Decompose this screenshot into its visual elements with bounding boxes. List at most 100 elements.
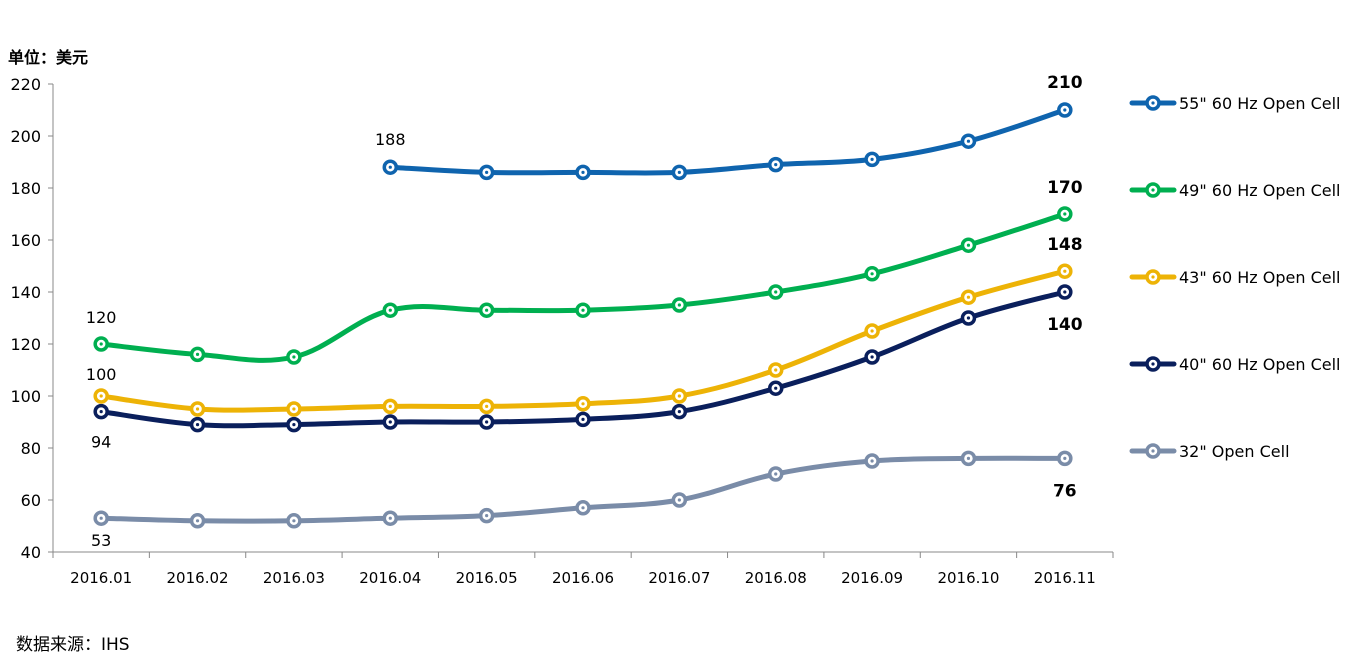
data-point-center [99, 516, 103, 520]
data-point-center [677, 303, 681, 307]
data-point-center [581, 506, 585, 510]
y-tick-label: 160 [10, 231, 41, 250]
legend-marker-center [1151, 188, 1155, 192]
series-line [98, 268, 1068, 413]
chart-legend: 55" 60 Hz Open Cell 49" 60 Hz Open Cell 43… [1129, 94, 1341, 461]
data-point-center [292, 519, 296, 523]
data-point-center [292, 355, 296, 359]
legend-label: 40" 60 Hz Open Cell [1179, 355, 1341, 374]
data-point-center [774, 472, 778, 476]
data-label: 210 [1047, 73, 1083, 93]
x-tick-label: 2016.08 [745, 569, 807, 587]
data-point-center [581, 170, 585, 174]
data-point-center [388, 308, 392, 312]
data-label: 170 [1047, 178, 1083, 198]
data-point-center [966, 295, 971, 299]
data-point-center [677, 410, 681, 414]
data-point-center [99, 410, 103, 414]
legend-label: 43" 60 Hz Open Cell [1179, 268, 1341, 287]
data-point-center [1063, 108, 1067, 112]
x-tick-label: 2016.05 [456, 569, 518, 587]
data-point-center [388, 420, 392, 424]
y-tick-label: 140 [10, 283, 41, 302]
legend-marker-center [1151, 449, 1155, 453]
data-point-center [195, 423, 200, 427]
legend-marker-center [1151, 275, 1155, 279]
data-point-center [99, 342, 103, 346]
data-point-center [966, 456, 971, 460]
data-point-center [195, 407, 200, 411]
data-point-center [677, 170, 681, 174]
data-point-center [99, 394, 103, 398]
data-point-center [195, 519, 200, 523]
x-tick-label: 2016.06 [552, 569, 614, 587]
data-point-center [677, 498, 681, 502]
data-source-note: 数据来源：IHS [16, 635, 130, 655]
data-point-center [581, 417, 585, 421]
data-point-center [677, 394, 681, 398]
data-point-center [870, 157, 874, 161]
x-tick-label: 2016.03 [263, 569, 325, 587]
legend-label: 55" 60 Hz Open Cell [1179, 94, 1341, 113]
data-point-center [485, 514, 489, 518]
data-point-center [966, 139, 971, 143]
y-tick-label: 180 [10, 179, 41, 198]
x-tick-label: 2016.07 [648, 569, 710, 587]
legend-label: 49" 60 Hz Open Cell [1179, 181, 1341, 200]
data-label: 100 [86, 365, 117, 384]
data-point-center [774, 163, 778, 167]
data-point-center [292, 407, 296, 411]
y-tick-label: 60 [21, 491, 41, 510]
data-point-center [870, 329, 874, 333]
data-point-center [1063, 212, 1067, 216]
y-tick-label: 80 [21, 439, 41, 458]
y-tick-label: 100 [10, 387, 41, 406]
data-point-center [485, 308, 489, 312]
data-point-center [388, 404, 392, 408]
series-points [93, 102, 1073, 529]
data-point-center [485, 170, 489, 174]
data-label: 76 [1053, 481, 1077, 501]
data-point-center [870, 355, 874, 359]
legend-marker-center [1151, 101, 1155, 105]
data-point-center [774, 386, 778, 390]
data-point-center [1063, 456, 1067, 460]
data-label: 148 [1047, 235, 1083, 255]
data-point-center [485, 404, 489, 408]
data-point-center [966, 243, 971, 247]
legend-label: 32" Open Cell [1179, 442, 1290, 461]
data-point-center [966, 316, 971, 320]
data-point-center [195, 352, 200, 356]
data-point-center [1063, 269, 1067, 273]
x-tick-label: 2016.04 [359, 569, 421, 587]
data-label: 94 [91, 433, 111, 452]
data-label: 188 [375, 130, 406, 149]
data-point-center [292, 423, 296, 427]
data-point-center [870, 459, 874, 463]
data-point-center [388, 165, 392, 169]
y-axis-unit-label: 单位：美元 [8, 48, 89, 67]
y-tick-label: 40 [21, 543, 41, 562]
y-tick-label: 120 [10, 335, 41, 354]
data-point-center [581, 308, 585, 312]
data-point-center [388, 516, 392, 520]
x-tick-label: 2016.01 [70, 569, 132, 587]
data-point-center [1063, 290, 1067, 294]
data-label: 120 [86, 308, 117, 327]
y-tick-label: 220 [10, 75, 41, 94]
data-point-center [774, 290, 778, 294]
x-tick-label: 2016.09 [841, 569, 903, 587]
legend-marker-center [1151, 362, 1155, 366]
x-tick-label: 2016.11 [1034, 569, 1096, 587]
x-tick-label: 2016.10 [937, 569, 999, 587]
data-label: 140 [1047, 315, 1083, 335]
data-labels: 188 210 120 170 100 148 94 140 53 76 [86, 73, 1083, 550]
y-tick-label: 200 [10, 127, 41, 146]
data-label: 53 [91, 531, 111, 550]
x-tick-label: 2016.02 [167, 569, 229, 587]
data-point-center [870, 272, 874, 276]
chart-axes: 220 200 180 160 140 120 100 80 60 40 2016.01 2016.0… [10, 75, 1114, 587]
data-point-center [581, 402, 585, 406]
data-point-center [485, 420, 489, 424]
